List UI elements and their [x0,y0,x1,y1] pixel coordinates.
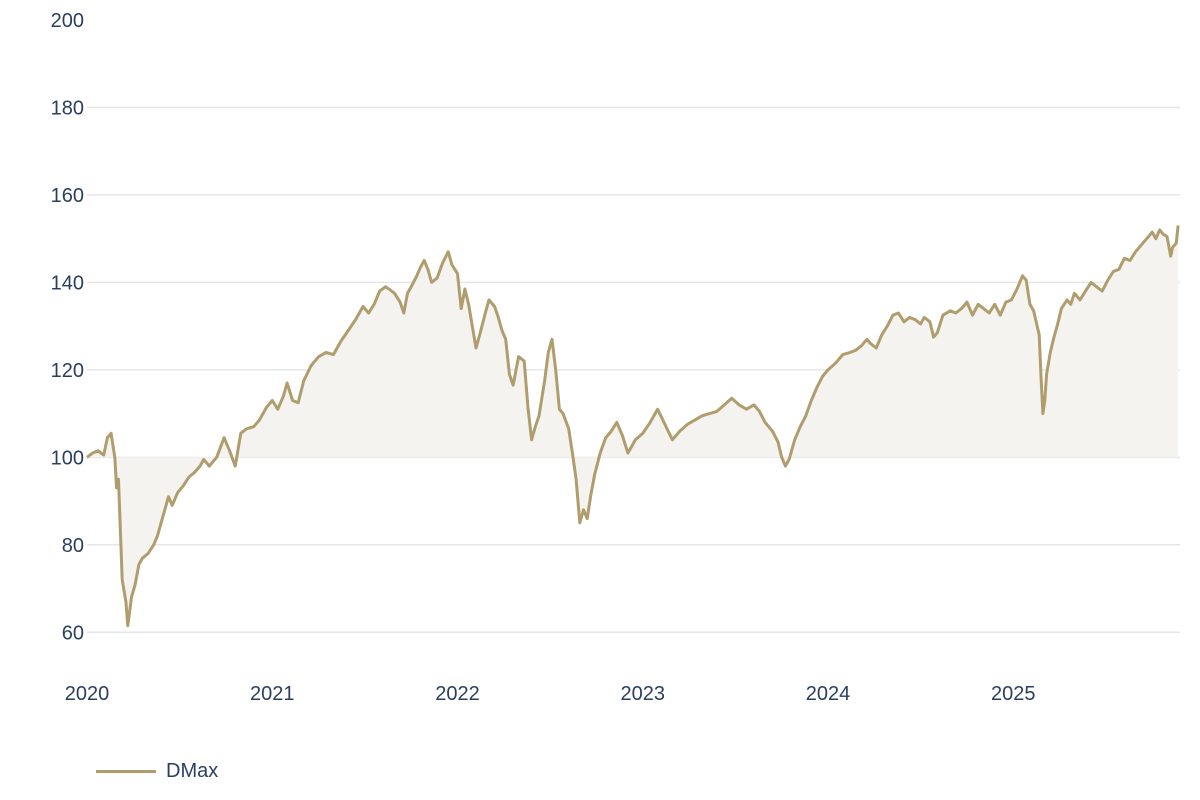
x-tick-label: 2024 [806,683,851,705]
x-tick-label: 2020 [65,683,110,705]
x-tick-label: 2023 [621,683,666,705]
legend-swatch-dmax [96,769,156,773]
y-tick-label: 60 [62,622,84,644]
legend[interactable]: DMax [96,758,218,784]
y-tick-label: 120 [51,360,84,382]
legend-label-dmax: DMax [166,759,219,782]
y-tick-label: 200 [51,10,84,32]
x-tick-label: 2025 [991,683,1036,705]
x-tick-label: 2022 [435,683,480,705]
series-line-dmax [86,225,1180,628]
y-tick-label: 160 [51,185,84,207]
y-tick-label: 80 [62,535,84,557]
area-fill-group [87,225,1179,626]
x-axis-ticks: 2020 2021 2022 2023 2024 2025 [65,683,1036,705]
x-tick-label: 2021 [250,683,295,705]
y-tick-label: 140 [51,272,84,294]
series-line-group [86,225,1180,628]
series-area-dmax [87,225,1179,626]
grid-lines [87,106,1180,634]
y-tick-label: 180 [51,97,84,119]
y-tick-label: 100 [51,447,84,469]
y-axis-ticks: 60 80 100 120 140 160 180 200 [51,10,84,644]
